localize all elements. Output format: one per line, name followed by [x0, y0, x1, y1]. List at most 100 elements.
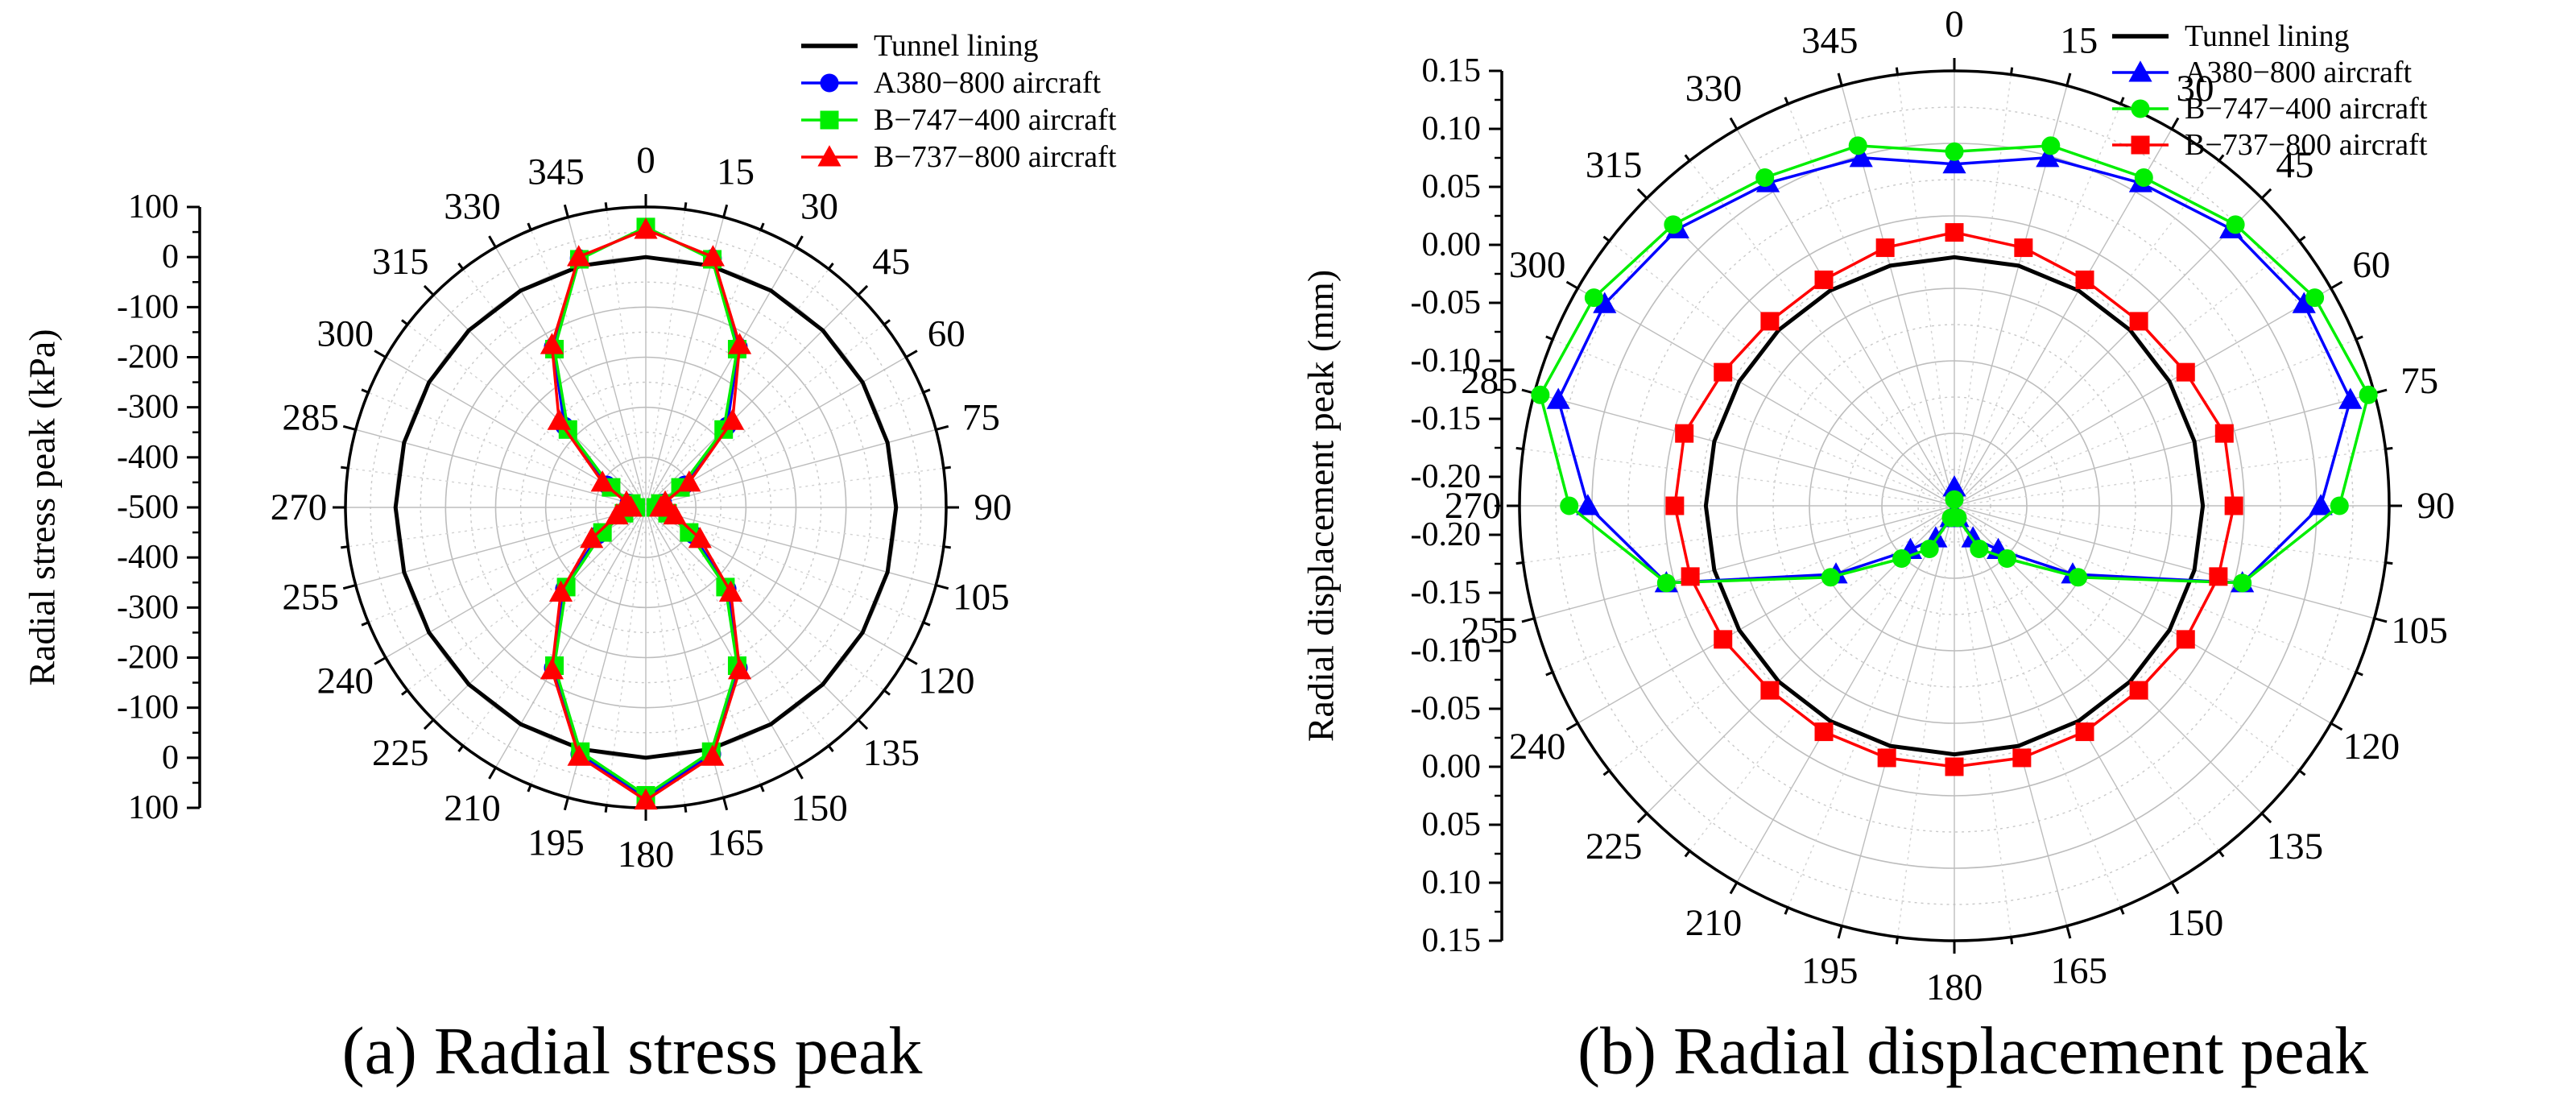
angle-tick — [883, 689, 891, 696]
angle-tick — [2385, 561, 2393, 565]
data-point-180 — [1945, 490, 1964, 509]
angle-tick — [857, 718, 869, 731]
angle-label-150: 150 — [791, 787, 848, 829]
data-point-180 — [634, 788, 658, 810]
legend-label: B−737−800 aircraft — [2185, 128, 2428, 162]
series-line — [393, 255, 899, 760]
radial-tick-label: -400 — [117, 539, 179, 576]
angle-label-300: 300 — [316, 313, 374, 355]
angle-label-330: 330 — [1685, 68, 1743, 110]
grid-spoke — [645, 507, 686, 805]
angle-tick — [361, 621, 369, 627]
grid-spoke — [1954, 505, 2220, 851]
angle-label-165: 165 — [707, 822, 764, 863]
angle-tick — [2119, 97, 2125, 105]
data-point-225 — [1760, 681, 1780, 700]
grid-spoke — [1954, 338, 2357, 507]
angle-label-60: 60 — [2352, 244, 2390, 286]
legend-marker — [2131, 135, 2150, 155]
angle-tick — [2298, 769, 2306, 776]
data-point-0 — [634, 217, 658, 239]
radial-tick-label: 100 — [128, 188, 179, 226]
angle-label-225: 225 — [372, 732, 429, 774]
grid-spoke — [1609, 240, 1955, 507]
angle-tick — [2119, 907, 2125, 915]
radial-tick-label: -100 — [117, 689, 179, 726]
radial-tick-label: -400 — [117, 439, 179, 476]
radial-tick-label: 0 — [162, 238, 179, 275]
angle-tick — [905, 350, 918, 358]
data-point-105 — [2233, 573, 2252, 593]
grid-spoke — [432, 294, 647, 508]
grid-spoke — [1577, 288, 1955, 507]
angle-tick — [2218, 154, 2225, 162]
angle-label-75: 75 — [2400, 360, 2438, 402]
angle-label-165: 165 — [2051, 950, 2108, 992]
grid-spoke — [645, 507, 944, 548]
radial-tick-label: -0.10 — [1411, 632, 1482, 669]
angle-tick — [401, 689, 408, 696]
angle-tick — [722, 797, 729, 811]
data-point-315 — [1760, 312, 1780, 331]
data-point-285 — [1675, 424, 1694, 443]
angle-label-105: 105 — [2391, 610, 2448, 652]
angle-tick — [2065, 925, 2072, 939]
grid-spoke — [1646, 197, 1955, 507]
data-point-315 — [1664, 215, 1683, 234]
angle-tick — [1895, 937, 1900, 945]
angle-label-180: 180 — [1926, 966, 1983, 1008]
data-point-60 — [2305, 288, 2325, 308]
angle-label-150: 150 — [2167, 902, 2224, 944]
data-point-90 — [2224, 496, 2243, 515]
angle-label-345: 345 — [1801, 19, 1859, 61]
angle-tick — [795, 235, 804, 248]
grid-spoke — [606, 507, 647, 805]
data-point-150 — [1970, 539, 1989, 558]
angle-label-30: 30 — [800, 186, 838, 228]
data-point-300 — [1584, 288, 1603, 308]
angle-tick — [684, 202, 688, 210]
angle-tick — [488, 767, 497, 780]
angle-label-300: 300 — [1509, 244, 1566, 286]
angle-tick — [457, 263, 465, 270]
angle-tick — [423, 718, 435, 731]
angle-tick — [2170, 117, 2180, 130]
angle-tick — [527, 784, 532, 793]
data-point-285 — [1531, 385, 1550, 404]
grid-spoke — [1954, 505, 2386, 564]
angle-tick — [488, 235, 497, 248]
angle-tick — [401, 319, 408, 326]
data-point-135 — [718, 580, 743, 602]
grid-spoke — [1954, 197, 2263, 507]
grid-spoke — [1954, 160, 2220, 507]
data-point-120 — [688, 527, 712, 548]
grid-spoke — [348, 467, 647, 508]
radial-tick-label: 0 — [162, 739, 179, 776]
legend-item-tunnel-lining: Tunnel lining — [801, 29, 1038, 63]
series-b-737-800-aircraft — [1665, 223, 2243, 776]
radial-tick-label: -200 — [117, 639, 179, 677]
angle-tick — [1784, 97, 1789, 105]
angle-tick — [527, 222, 532, 230]
angle-tick — [795, 767, 804, 780]
angle-label-210: 210 — [444, 787, 501, 829]
grid-spoke — [1689, 505, 1955, 851]
angle-label-180: 180 — [618, 834, 675, 875]
legend-item-a380-800-aircraft: A380−800 aircraft — [2112, 56, 2412, 89]
radial-tick-label: -0.15 — [1411, 574, 1482, 611]
data-point-345 — [1849, 146, 1873, 168]
angle-label-0: 0 — [636, 139, 655, 181]
angle-tick — [1565, 722, 1579, 731]
data-point-105 — [663, 503, 687, 525]
angle-label-330: 330 — [444, 186, 501, 228]
angle-tick — [2260, 188, 2272, 200]
data-point-150 — [2075, 722, 2094, 742]
angle-tick — [2330, 280, 2343, 290]
legend-marker — [2131, 99, 2150, 118]
angle-label-255: 255 — [282, 577, 339, 619]
data-point-105 — [2209, 567, 2228, 586]
data-point-135 — [2129, 681, 2148, 700]
grid-spoke — [462, 268, 647, 508]
data-point-345 — [1875, 238, 1895, 258]
